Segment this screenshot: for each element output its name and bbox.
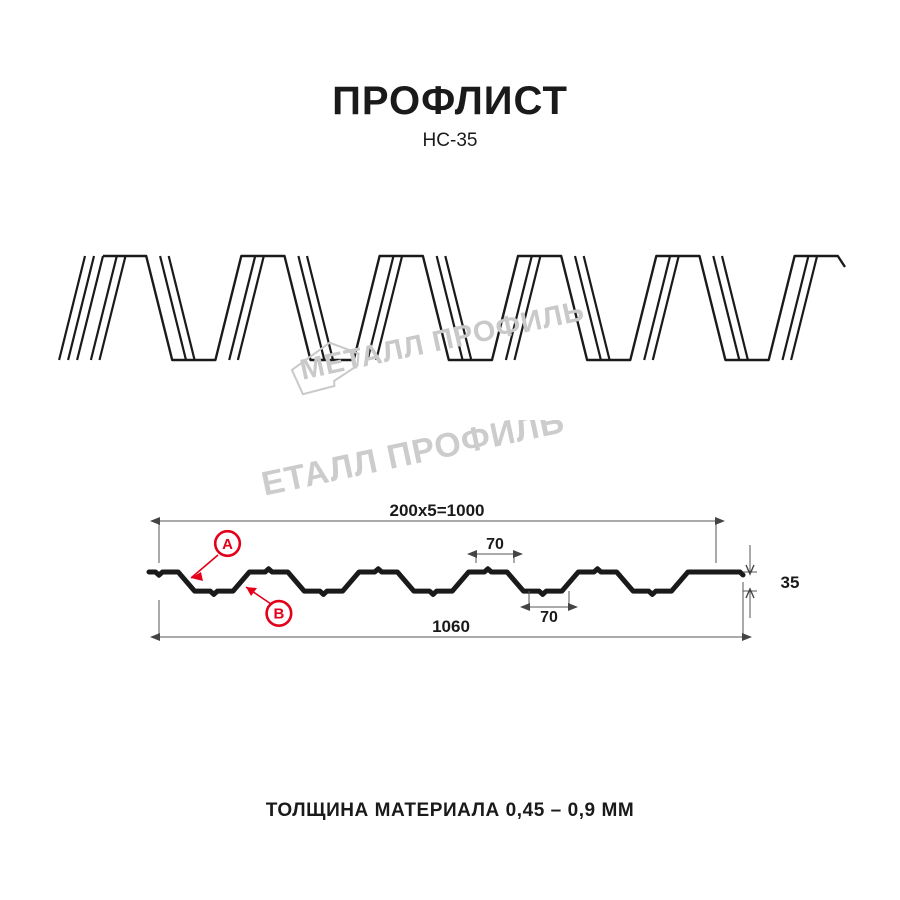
svg-text:МЕТАЛЛ ПРОФИЛЬ: МЕТАЛЛ ПРОФИЛЬ [230,402,568,509]
svg-text:A: A [222,536,233,553]
svg-text:35: 35 [781,573,800,592]
svg-text:МЕТАЛЛ ПРОФИЛЬ: МЕТАЛЛ ПРОФИЛЬ [297,295,587,387]
svg-text:B: B [273,606,284,623]
svg-text:200x5=1000: 200x5=1000 [389,501,484,520]
svg-text:70: 70 [540,609,558,626]
svg-text:1060: 1060 [432,617,470,636]
svg-text:70: 70 [486,536,504,553]
